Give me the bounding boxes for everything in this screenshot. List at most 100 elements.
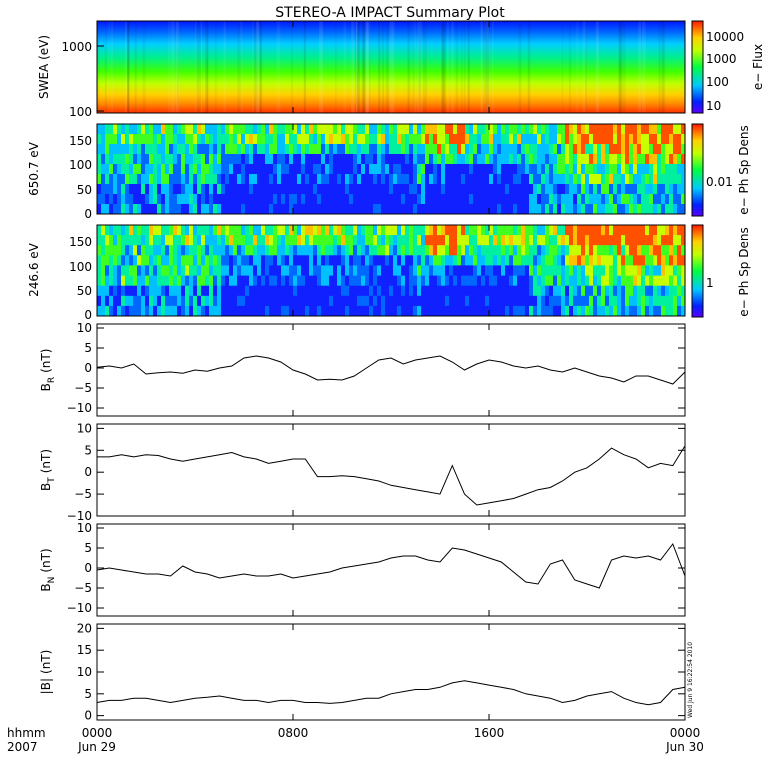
- pad-650-cell: [289, 134, 293, 145]
- pad-246-cell: [553, 295, 557, 307]
- pad-650-cell: [169, 204, 173, 214]
- swea-streak: [108, 21, 111, 113]
- pad-246-cell: [433, 225, 437, 236]
- pad-650-cell: [101, 144, 105, 155]
- pad-246-cell: [201, 295, 205, 307]
- pad-650-cell: [517, 164, 521, 175]
- pad-246-cell: [177, 275, 181, 287]
- pad-246-cell: [365, 245, 369, 256]
- pad-650-cell: [517, 124, 521, 135]
- pad-246-cell: [633, 295, 637, 307]
- x-axis-start-date: Jun 29: [77, 740, 116, 754]
- pad-246-cell: [553, 285, 557, 297]
- pad-246-cell: [293, 255, 297, 266]
- pad-246-cell: [281, 305, 285, 316]
- pad-246-cell: [445, 245, 449, 256]
- pad-650-cell: [185, 194, 189, 205]
- pad-650-cell: [489, 204, 493, 214]
- pad-246-cell: [481, 295, 485, 307]
- pad-246-cell: [617, 235, 621, 246]
- pad-246-cell: [561, 235, 565, 246]
- pad-650-cell: [645, 174, 649, 185]
- pad-246-cell: [241, 265, 245, 277]
- pad-650-cell: [361, 164, 365, 175]
- pad-246-cell: [613, 235, 617, 246]
- pad-246-cell: [437, 265, 441, 277]
- pad-246-cell: [525, 255, 529, 266]
- swea-streak: [561, 21, 564, 113]
- pad-246-cell: [569, 245, 573, 256]
- pad-650-cell: [265, 144, 269, 155]
- pad-246-cell: [549, 275, 553, 287]
- swea-streak: [259, 21, 263, 113]
- pad-246-cell: [545, 275, 549, 287]
- pad-650-cell: [189, 154, 193, 165]
- pad-650-cell: [649, 204, 653, 214]
- pad-650-cell: [441, 204, 445, 214]
- pad-650-cell: [573, 164, 577, 175]
- pad-246-cell: [557, 305, 561, 316]
- pad-246-cell: [389, 245, 393, 256]
- pad-650-cell: [617, 194, 621, 205]
- pad-650-cell: [681, 184, 685, 195]
- pad-650-colorbar-gradient: [691, 123, 704, 217]
- pad-650-cell: [501, 194, 505, 205]
- pad-650-cell: [337, 204, 341, 214]
- pad-650-cell: [513, 164, 517, 175]
- pad-246-cell: [497, 305, 501, 316]
- pad-650-cell: [97, 204, 101, 214]
- pad-246-cell: [673, 275, 677, 287]
- pad-650-cell: [665, 184, 669, 195]
- pad-246-cell: [257, 235, 261, 246]
- pad-650-cell: [113, 124, 117, 135]
- pad-650-cell: [457, 194, 461, 205]
- pad-650-cell: [601, 144, 605, 155]
- pad-650-cell: [409, 124, 413, 135]
- pad-650-cell: [581, 134, 585, 145]
- swea-streak: [291, 21, 293, 113]
- pad-650-cell: [617, 204, 621, 214]
- pad-650-cell: [489, 184, 493, 195]
- pad-650-cell: [577, 144, 581, 155]
- pad-246-cell: [377, 275, 381, 287]
- pad-650-cell: [601, 134, 605, 145]
- pad-246-cell: [637, 275, 641, 287]
- pad-650-colorbar-label: e− Ph Sp Dens: [737, 125, 751, 214]
- pad-650-cell: [525, 154, 529, 165]
- pad-650-cell: [117, 144, 121, 155]
- pad-650-cell: [213, 144, 217, 155]
- pad-246-cell: [289, 265, 293, 277]
- pad-650-cell: [609, 174, 613, 185]
- pad-246-cell: [673, 285, 677, 297]
- pad-246-cell: [597, 225, 601, 236]
- pad-650-cell: [677, 134, 681, 145]
- pad-246-cell: [165, 265, 169, 277]
- pad-650-cell: [629, 174, 633, 185]
- pad-650-cell: [337, 164, 341, 175]
- pad-650-cell: [101, 164, 105, 175]
- pad-650-cell: [173, 144, 177, 155]
- pad-650-cell: [677, 184, 681, 195]
- pad-246-cell: [333, 305, 337, 316]
- pad-650-cell: [613, 124, 617, 135]
- pad-246-cell: [629, 265, 633, 277]
- pad-246-cell: [341, 265, 345, 277]
- pad-650-cell: [145, 184, 149, 195]
- pad-650-cell: [325, 144, 329, 155]
- pad-246-cell: [137, 245, 141, 256]
- pad-650-cell: [97, 194, 101, 205]
- pad-650-cell: [101, 204, 105, 214]
- pad-650-cell: [321, 124, 325, 135]
- pad-650-cell: [289, 194, 293, 205]
- pad-650-cell: [645, 194, 649, 205]
- pad-650-cell: [301, 164, 305, 175]
- pad-246-cell: [529, 255, 533, 266]
- pad-650-cell: [597, 184, 601, 195]
- pad-650-cell: [365, 164, 369, 175]
- pad-246-cell: [189, 295, 193, 307]
- pad-650-cell: [201, 134, 205, 145]
- pad-246-cell: [189, 285, 193, 297]
- pad-650-cell: [517, 204, 521, 214]
- pad-246-cell: [265, 225, 269, 236]
- swea-streak: [142, 21, 146, 113]
